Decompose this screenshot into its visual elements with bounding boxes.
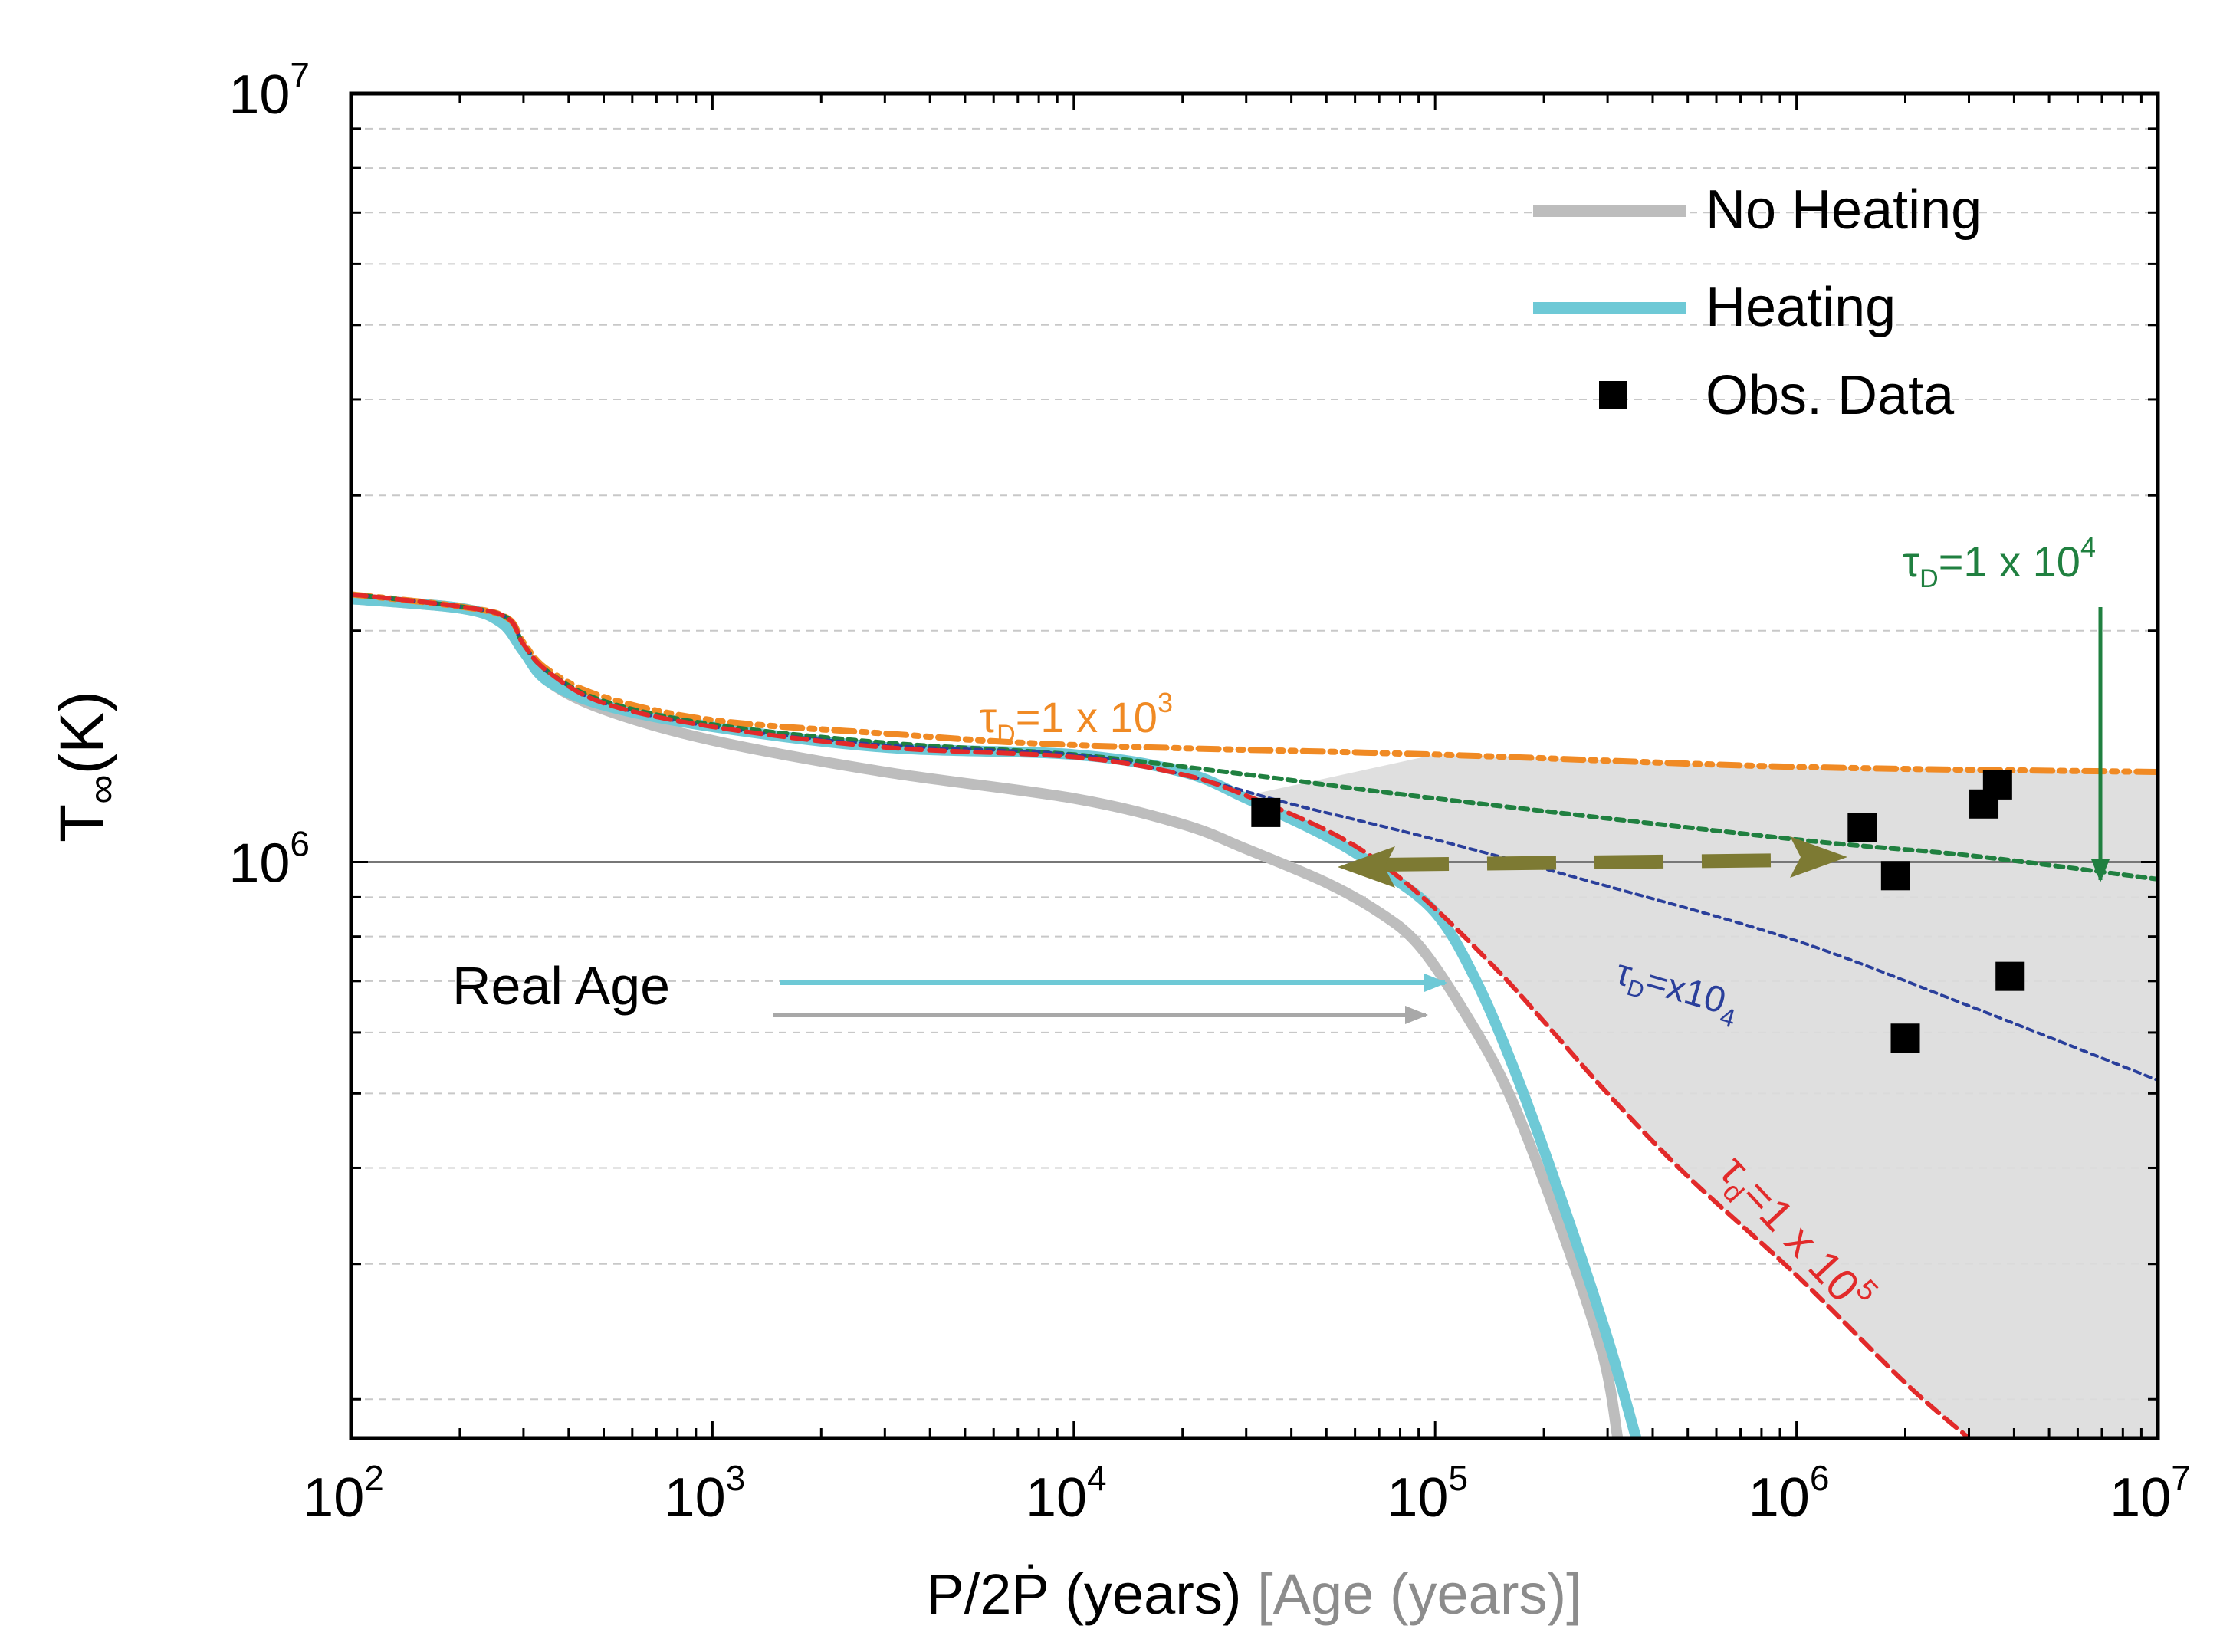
real-age-label: Real Age <box>452 956 670 1016</box>
plot-frame <box>349 91 2160 1440</box>
tau-1e4-label: τD=1 x 104 <box>1903 531 2096 593</box>
obs-data-point <box>1890 1023 1920 1053</box>
legend-label-no-heating: No Heating <box>1706 179 1982 241</box>
x-tick-label: 105 <box>1387 1458 1468 1529</box>
x-tick-label: 102 <box>303 1458 384 1529</box>
legend-swatch-obs <box>1599 381 1627 409</box>
x-tick-label: 104 <box>1026 1458 1107 1529</box>
series-layer <box>351 591 2158 1438</box>
olive-arrowhead-right <box>1790 836 1847 878</box>
x-axis-label: P/2Ṗ (years) [Age (years)] <box>926 1562 1581 1626</box>
olive-dashed-arrow <box>1379 853 1795 872</box>
axis-ticks <box>350 94 2159 1438</box>
legend-label-obs: Obs. Data <box>1706 365 1955 426</box>
x-tick-label: 106 <box>1749 1458 1830 1529</box>
y-axis-label: T∞(K) <box>48 691 125 842</box>
obs-data-point <box>1995 961 2025 991</box>
obs-data-point <box>1982 770 2012 800</box>
obs-data-point <box>1251 797 1281 827</box>
x-tick-label: 103 <box>665 1458 746 1529</box>
shaded-region <box>1246 754 2158 1438</box>
axis-tick-labels: 102 103 104 105 106 107 106 107 <box>228 55 2191 1529</box>
obs-points-layer <box>1251 770 2025 1053</box>
legend-label-heating: Heating <box>1706 277 1896 338</box>
obs-data-point <box>1847 813 1877 842</box>
y-tick-label: 107 <box>228 55 310 126</box>
tau-1e3-label: τD=1 x 103 <box>980 687 1173 749</box>
x-tick-label: 107 <box>2110 1458 2191 1529</box>
series-line-2 <box>351 591 2158 775</box>
y-tick-label: 106 <box>228 824 310 895</box>
obs-data-point <box>1880 861 1910 891</box>
series-line-1 <box>351 593 1642 1438</box>
olive-arrowhead-left <box>1338 846 1395 888</box>
legend: No Heating Heating Obs. Data <box>1533 179 1982 426</box>
series-line-5 <box>351 592 1972 1438</box>
